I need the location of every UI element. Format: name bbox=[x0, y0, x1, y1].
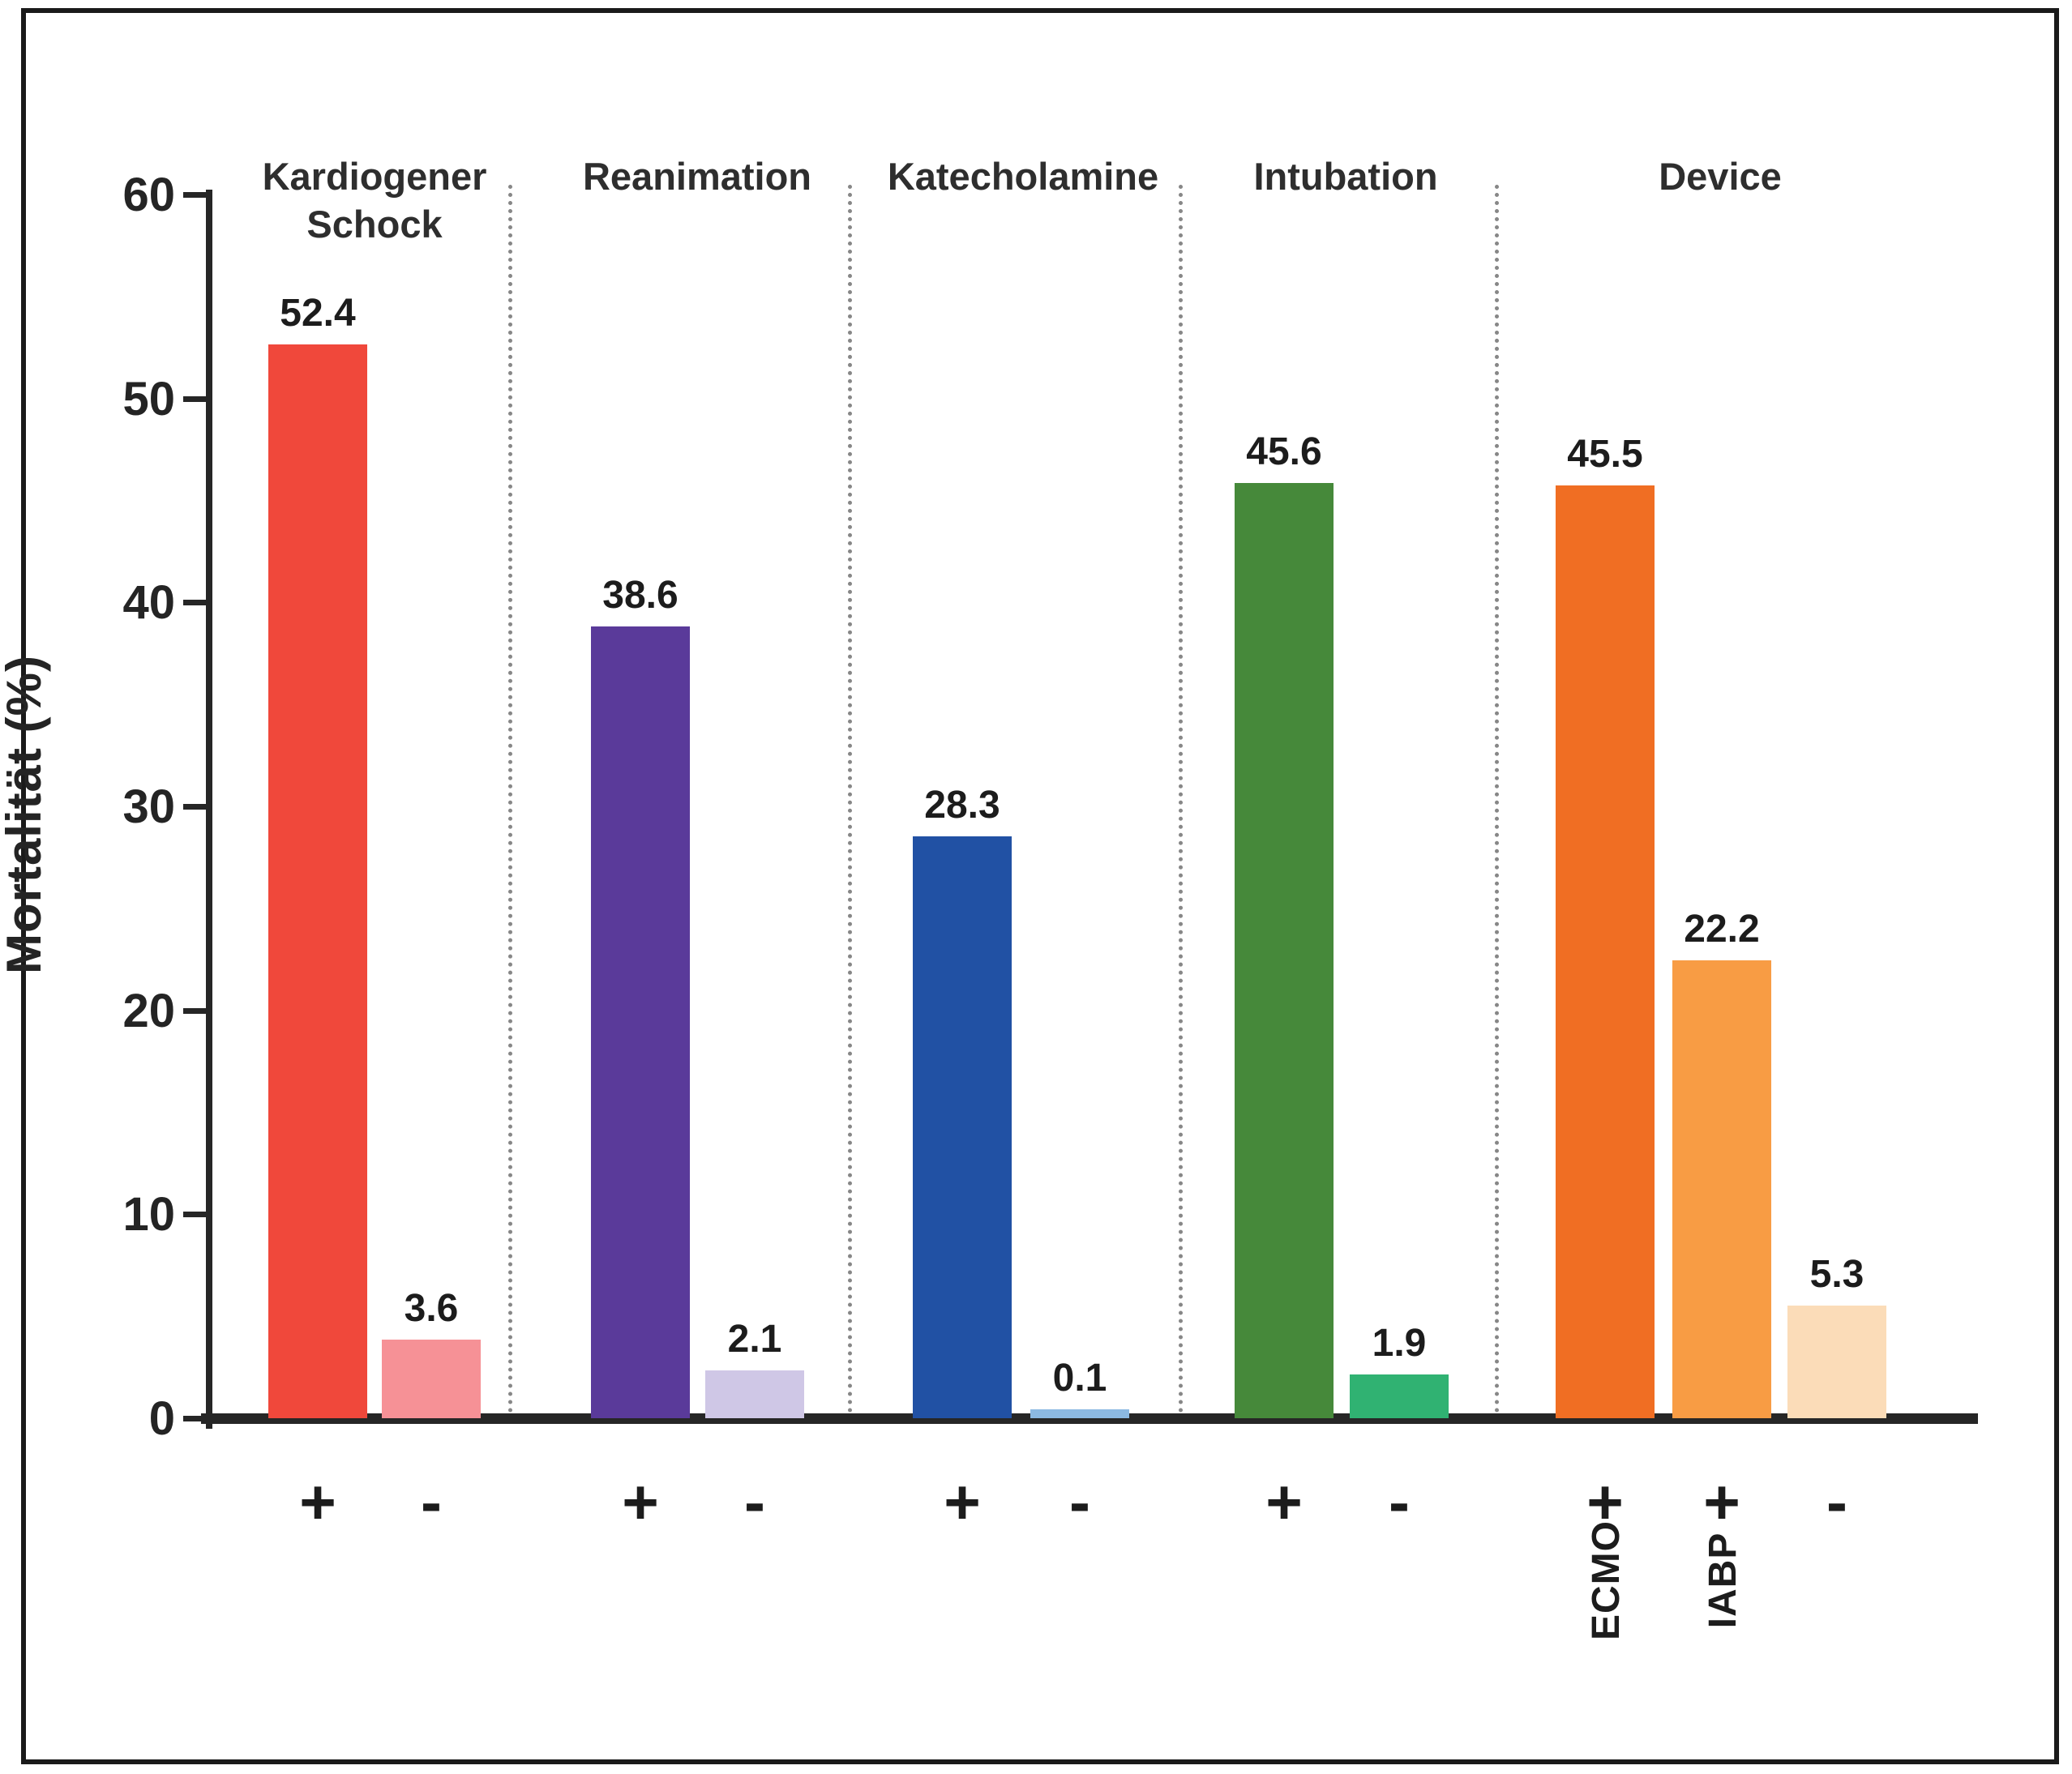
x-sign-label: - bbox=[1389, 1466, 1410, 1537]
bar-reanimation-minus bbox=[705, 1370, 804, 1418]
y-tick-label: 10 bbox=[122, 1188, 175, 1242]
y-tick-mark bbox=[183, 1212, 206, 1218]
x-sign-label: + bbox=[1265, 1466, 1303, 1537]
device-name-label: IABP bbox=[1702, 1532, 1745, 1629]
bar-value-label: 45.6 bbox=[1246, 430, 1322, 474]
y-tick-mark bbox=[183, 600, 206, 606]
bar-value-label: 3.6 bbox=[404, 1287, 459, 1331]
y-axis-title: Mortalität (%) bbox=[0, 655, 51, 974]
bar-device-iabp-plus bbox=[1672, 960, 1771, 1418]
bar-reanimation-plus bbox=[591, 626, 690, 1418]
bar-kardiogener-schock-minus bbox=[382, 1340, 481, 1418]
x-sign-label: + bbox=[1703, 1466, 1740, 1537]
y-tick-label: 50 bbox=[122, 372, 175, 425]
bar-value-label: 28.3 bbox=[924, 783, 1000, 827]
y-tick-label: 30 bbox=[122, 780, 175, 833]
y-tick-mark bbox=[183, 804, 206, 810]
bar-kardiogener-schock-plus bbox=[268, 344, 367, 1418]
bar-katecholamine-plus bbox=[913, 836, 1012, 1418]
x-sign-label: + bbox=[299, 1466, 336, 1537]
x-sign-label: - bbox=[1069, 1466, 1090, 1537]
y-tick-label: 60 bbox=[122, 169, 175, 221]
y-tick-label: 20 bbox=[122, 984, 175, 1037]
y-tick-mark bbox=[183, 1007, 206, 1014]
bar-value-label: 2.1 bbox=[727, 1318, 782, 1361]
bar-value-label: 45.5 bbox=[1567, 432, 1643, 476]
bar-value-label: 52.4 bbox=[280, 292, 356, 336]
x-sign-label: - bbox=[744, 1466, 765, 1537]
y-tick-mark bbox=[183, 395, 206, 402]
bar-value-label: 22.2 bbox=[1684, 908, 1760, 951]
x-sign-label: + bbox=[1586, 1466, 1624, 1537]
bar-value-label: 0.1 bbox=[1052, 1357, 1107, 1400]
group-header: Katecholamine bbox=[887, 155, 1159, 198]
x-sign-label: + bbox=[622, 1466, 659, 1537]
y-axis-line bbox=[206, 190, 212, 1429]
bar-value-label: 5.3 bbox=[1809, 1252, 1864, 1296]
group-separator bbox=[848, 185, 852, 1413]
group-header: Kardiogener Schock bbox=[262, 155, 487, 246]
device-name-label: ECMO bbox=[1585, 1520, 1628, 1640]
y-tick-label: 40 bbox=[122, 576, 175, 630]
bar-value-label: 1.9 bbox=[1372, 1322, 1427, 1366]
group-header: Intubation bbox=[1253, 155, 1438, 198]
group-separator bbox=[1495, 185, 1499, 1413]
bar-intubation-plus bbox=[1235, 483, 1334, 1418]
y-tick-label: 0 bbox=[148, 1392, 175, 1445]
group-header: Reanimation bbox=[582, 155, 812, 198]
x-sign-label: - bbox=[1826, 1466, 1847, 1537]
bar-value-label: 38.6 bbox=[602, 573, 679, 617]
x-sign-label: - bbox=[421, 1466, 442, 1537]
y-tick-mark bbox=[183, 1416, 206, 1421]
x-sign-label: + bbox=[944, 1466, 981, 1537]
group-separator bbox=[508, 185, 512, 1413]
bar-katecholamine-minus bbox=[1030, 1409, 1129, 1418]
y-tick-mark bbox=[183, 192, 206, 198]
bar-intubation-minus bbox=[1350, 1374, 1449, 1418]
group-separator bbox=[1179, 185, 1183, 1413]
bar-device-minus bbox=[1787, 1305, 1886, 1418]
group-header: Device bbox=[1659, 155, 1782, 198]
bar-device-ecmo-plus bbox=[1556, 485, 1655, 1418]
